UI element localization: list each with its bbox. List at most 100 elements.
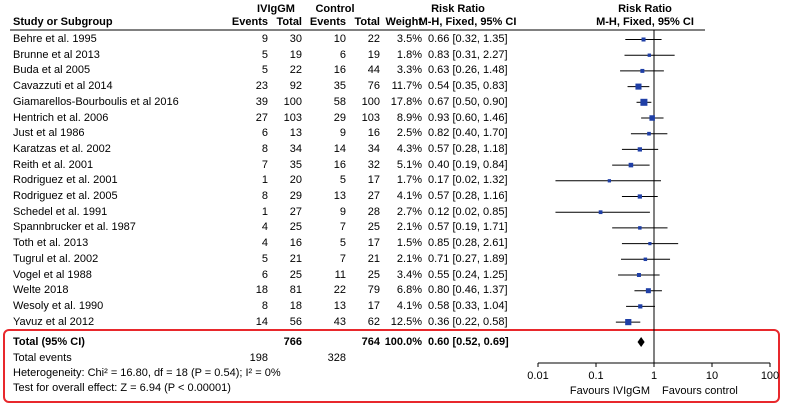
point-estimate-marker <box>636 273 641 277</box>
study-column-header: Study or Subgroup <box>13 16 113 28</box>
events2-cell: 22 <box>333 284 346 297</box>
ci-cell: 0.67 [0.50, 0.90] <box>428 95 508 108</box>
overall-effect-text: Test for overall effect: Z = 6.94 (P < 0… <box>13 382 231 394</box>
ci-cell: 0.55 [0.24, 1.25] <box>428 268 508 281</box>
total1-cell: 16 <box>289 237 302 250</box>
study-name: Wesoly et al. 1990 <box>13 299 104 312</box>
weight-cell: 5.1% <box>396 158 422 171</box>
total-weight: 100.0% <box>384 336 422 348</box>
total2-cell: 100 <box>361 95 380 108</box>
events1-cell: 8 <box>261 190 268 202</box>
total2-cell: 32 <box>367 158 380 171</box>
ci-cell: 0.36 [0.22, 0.58] <box>428 315 508 328</box>
study-name: Cavazzuti et al 2014 <box>13 80 113 93</box>
study-name: Behre et al. 1995 <box>13 33 97 45</box>
point-estimate-marker <box>647 131 651 136</box>
point-estimate-marker <box>648 242 652 246</box>
study-name: Just et al 1986 <box>13 127 85 140</box>
events2-cell: 29 <box>333 111 346 124</box>
total1-cell: 100 <box>283 95 302 108</box>
ci-cell: 0.82 [0.40, 1.70] <box>428 127 508 140</box>
events1-cell: 9 <box>261 33 268 45</box>
study-name: Yavuz et al 2012 <box>13 315 95 328</box>
weight-cell: 2.5% <box>396 127 422 140</box>
weight-cell: 1.5% <box>396 237 422 250</box>
ci-cell: 0.83 [0.31, 2.27] <box>428 48 508 61</box>
study-name: Karatzas et al. 2002 <box>13 142 111 155</box>
total1-cell: 92 <box>289 80 302 93</box>
events2-cell: 58 <box>333 95 346 108</box>
total1-cell: 56 <box>289 315 302 328</box>
events2-cell: 6 <box>339 48 346 61</box>
weight-cell: 12.5% <box>390 315 422 328</box>
study-name: Rodriguez et al. 2005 <box>13 190 118 202</box>
total-events-1: 198 <box>249 352 268 364</box>
weight-header: Weight <box>385 16 422 28</box>
ci-cell: 0.71 [0.27, 1.89] <box>428 252 508 265</box>
ci-cell: 0.17 [0.02, 1.32] <box>428 174 508 187</box>
total1-cell: 81 <box>289 284 302 297</box>
total1-cell: 34 <box>289 142 302 155</box>
risk-ratio-col-header: Risk Ratio <box>431 3 485 15</box>
total2-cell: 17 <box>367 299 380 312</box>
total2-cell: 17 <box>367 174 380 187</box>
total1-cell: 25 <box>289 268 302 281</box>
ci-cell: 0.85 [0.28, 2.61] <box>428 237 508 250</box>
weight-cell: 3.5% <box>396 33 422 45</box>
events1-cell: 8 <box>261 299 268 312</box>
events1-cell: 1 <box>261 174 268 187</box>
events1-cell: 1 <box>261 205 268 218</box>
total1-cell: 13 <box>289 127 302 140</box>
total2-cell: 25 <box>367 268 380 281</box>
ci-cell: 0.57 [0.28, 1.18] <box>428 142 508 155</box>
point-estimate-marker <box>625 319 632 326</box>
weight-cell: 11.7% <box>391 80 422 93</box>
events1-cell: 14 <box>255 315 268 328</box>
events1-cell: 6 <box>261 127 268 140</box>
x-tick-label: 1 <box>651 370 657 382</box>
events1-cell: 5 <box>261 64 268 77</box>
events1-cell: 5 <box>261 252 268 265</box>
weight-cell: 3.3% <box>396 64 422 77</box>
weight-cell: 3.4% <box>396 268 422 281</box>
point-estimate-marker <box>607 179 612 183</box>
events2-cell: 14 <box>333 142 346 155</box>
x-tick-label: 100 <box>761 370 779 382</box>
total-events-2: 328 <box>327 352 346 364</box>
ci-cell: 0.93 [0.60, 1.46] <box>428 111 508 124</box>
total1-cell: 22 <box>289 64 302 77</box>
ci-cell: 0.57 [0.28, 1.16] <box>428 190 508 202</box>
ci-cell: 0.40 [0.19, 0.84] <box>428 158 508 171</box>
events1-cell: 4 <box>261 221 268 234</box>
total2-cell: 103 <box>361 111 380 124</box>
group2-header: Control <box>315 3 355 15</box>
study-name: Toth et al. 2013 <box>13 237 89 250</box>
point-estimate-marker <box>598 210 603 215</box>
heterogeneity-text: Heterogeneity: Chi² = 16.80, df = 18 (P … <box>13 367 281 379</box>
point-estimate-marker <box>638 304 643 309</box>
highlight-box <box>3 329 780 403</box>
total2-cell: 28 <box>367 205 380 218</box>
total2-cell: 27 <box>367 190 380 202</box>
point-estimate-marker <box>628 162 634 168</box>
point-estimate-marker <box>640 68 645 73</box>
total1-cell: 21 <box>289 252 302 265</box>
total2-header: Total <box>354 16 380 28</box>
events2-cell: 7 <box>339 252 346 265</box>
total2-cell: 16 <box>367 127 380 140</box>
favours-right-label: Favours control <box>662 385 738 397</box>
x-tick-label: 0.1 <box>588 370 603 382</box>
study-name: Spannbrucker et al. 1987 <box>13 221 136 234</box>
x-tick-label: 10 <box>706 370 718 382</box>
weight-cell: 1.7% <box>396 174 422 187</box>
events2-cell: 7 <box>339 221 346 234</box>
total2-cell: 62 <box>367 315 380 328</box>
events1-cell: 5 <box>261 48 268 61</box>
point-estimate-marker <box>637 194 642 199</box>
events1-cell: 27 <box>255 111 268 124</box>
weight-cell: 17.8% <box>390 95 422 108</box>
ci-cell: 0.66 [0.32, 1.35] <box>428 33 508 45</box>
total2-cell: 19 <box>367 48 380 61</box>
ci-cell: 0.12 [0.02, 0.85] <box>428 205 508 218</box>
